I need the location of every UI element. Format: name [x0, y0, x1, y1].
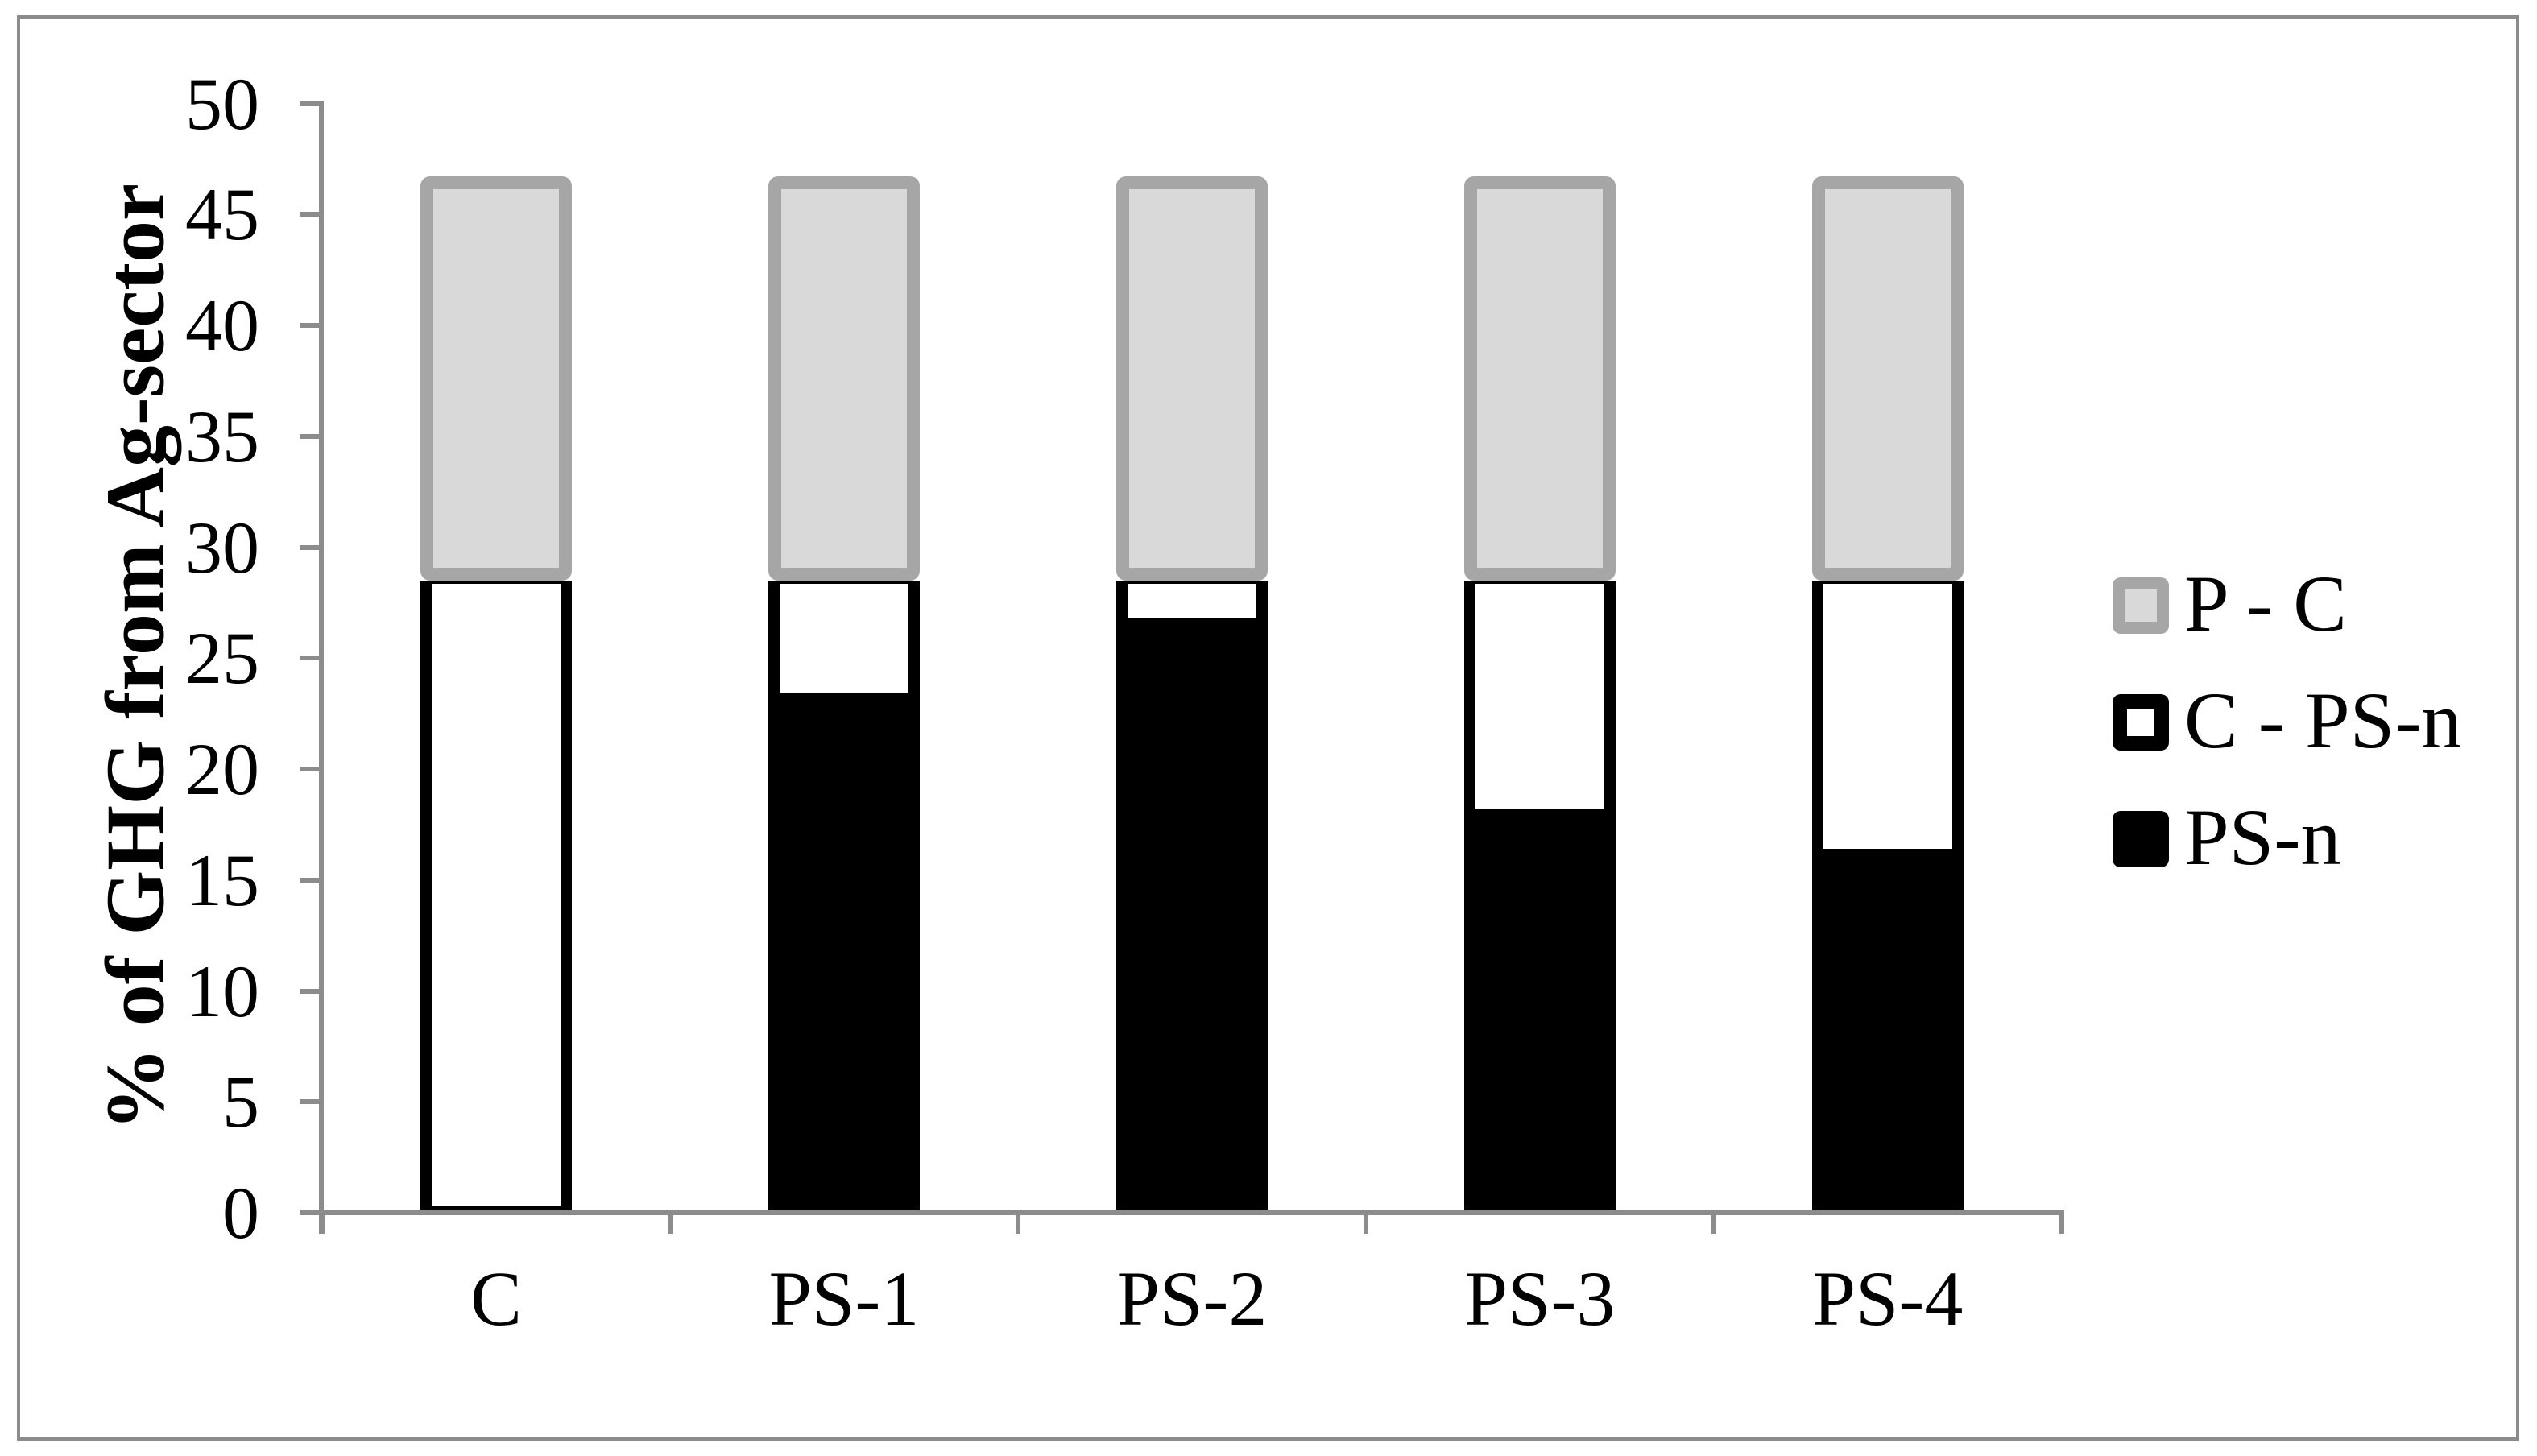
y-tick-label: 10	[185, 949, 259, 1032]
y-tick-label: 15	[185, 838, 259, 921]
legend-label: P - C	[2184, 559, 2347, 648]
x-tick	[320, 1210, 325, 1234]
legend-marker-c-ps-n	[2113, 694, 2169, 751]
x-category-label: PS-2	[1116, 1255, 1268, 1342]
bar-segment-c-minus-ps-n	[1812, 580, 1964, 850]
bar-segment-p-minus-c	[1464, 176, 1616, 581]
bar-segment-ps-n	[768, 693, 920, 1210]
x-tick	[2059, 1210, 2064, 1234]
x-category-label: C	[470, 1255, 523, 1342]
legend-marker-ps-n	[2113, 811, 2169, 867]
bar-segment-ps-n	[1464, 809, 1616, 1210]
legend-label: C - PS-n	[2184, 676, 2462, 765]
y-tick	[300, 323, 321, 328]
y-tick-label: 25	[185, 617, 259, 700]
y-tick-label: 0	[222, 1172, 259, 1254]
y-tick	[300, 988, 321, 994]
y-axis-line	[319, 101, 324, 1234]
y-tick-label: 5	[222, 1061, 259, 1144]
bar-segment-ps-n	[1812, 849, 1964, 1210]
bar-segment-p-minus-c	[1812, 176, 1964, 581]
y-tick-label: 40	[185, 284, 259, 366]
bar-segment-p-minus-c	[1116, 176, 1268, 581]
x-tick	[1364, 1210, 1368, 1234]
x-category-label: PS-3	[1464, 1255, 1616, 1342]
outer-frame	[17, 15, 2519, 1441]
y-tick	[300, 101, 321, 106]
y-tick	[300, 1210, 321, 1215]
y-axis-title: % of GHG from Ag-sector	[89, 183, 182, 1131]
y-tick-label: 35	[185, 395, 259, 478]
y-tick	[300, 656, 321, 661]
x-tick	[668, 1210, 673, 1234]
y-tick-label: 30	[185, 506, 259, 589]
x-category-label: PS-4	[1812, 1255, 1964, 1342]
y-tick	[300, 767, 321, 771]
x-tick	[1711, 1210, 1716, 1234]
bar-segment-c-minus-ps-n	[768, 580, 920, 694]
x-axis-line	[319, 1210, 2062, 1215]
y-tick	[300, 433, 321, 439]
bar-segment-c-minus-ps-n	[420, 580, 572, 1206]
y-tick	[300, 212, 321, 217]
bar-segment-ps-n	[420, 1206, 572, 1210]
y-tick	[300, 877, 321, 883]
x-tick	[1016, 1210, 1020, 1234]
y-tick-label: 20	[185, 728, 259, 810]
legend-label: PS-n	[2184, 792, 2341, 882]
bar-segment-ps-n	[1116, 618, 1268, 1210]
bar-segment-p-minus-c	[768, 176, 920, 581]
x-category-label: PS-1	[768, 1255, 920, 1342]
y-tick	[300, 1099, 321, 1105]
y-tick-label: 50	[185, 62, 259, 145]
bar-segment-c-minus-ps-n	[1116, 580, 1268, 618]
legend-marker-p-c	[2113, 577, 2169, 634]
bar-segment-c-minus-ps-n	[1464, 580, 1616, 809]
bar-segment-p-minus-c	[420, 176, 572, 581]
y-tick	[300, 544, 321, 550]
y-tick-label: 45	[185, 173, 259, 256]
